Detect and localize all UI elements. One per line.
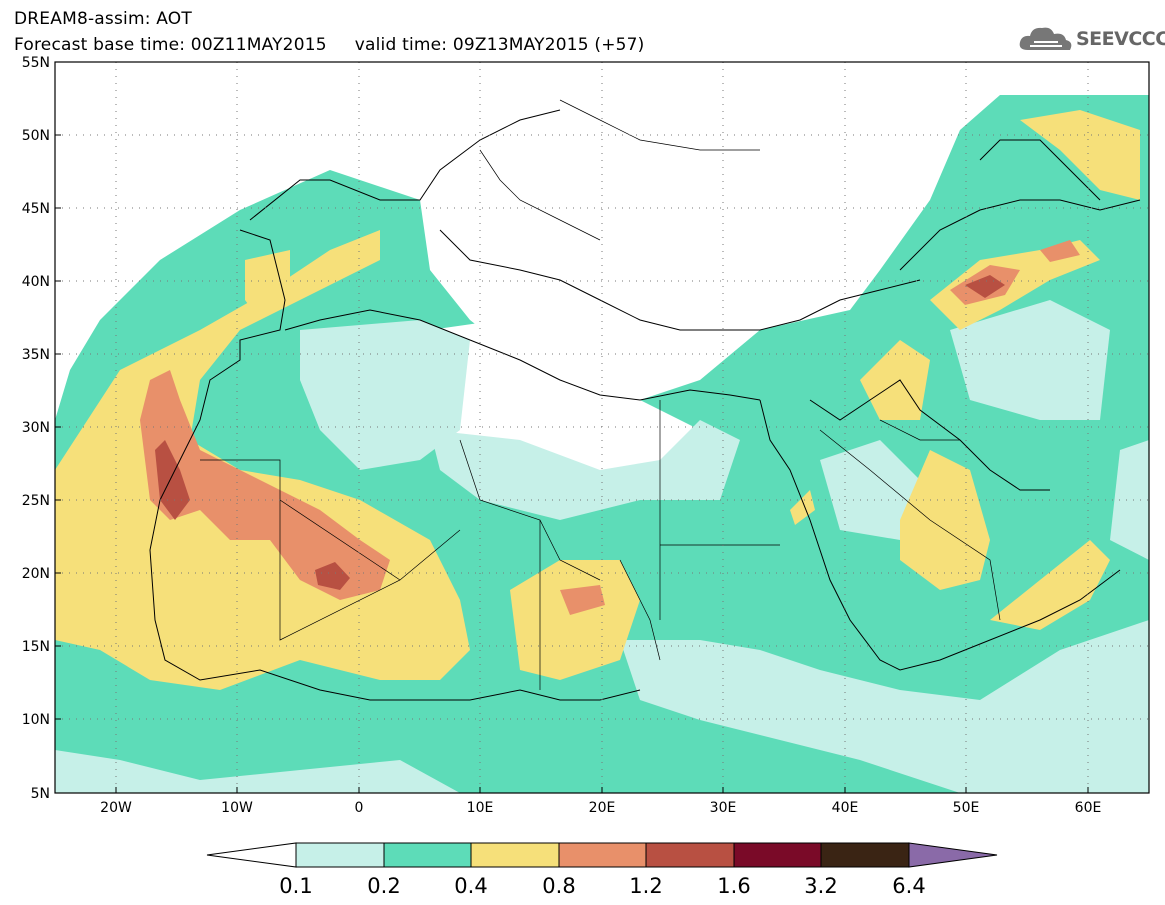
seevccc-logo: SEEVCCC <box>1018 22 1165 56</box>
lon-label: 10E <box>467 800 494 816</box>
lat-label: 20N <box>22 566 50 582</box>
colorbar: 0.1 0.2 0.4 0.8 1.2 1.6 3.2 6.4 <box>206 842 998 898</box>
lat-label: 15N <box>22 639 50 655</box>
lon-label: 30E <box>710 800 737 816</box>
lat-label: 45N <box>22 201 50 217</box>
lon-label: 10W <box>221 800 253 816</box>
lat-label: 5N <box>31 786 50 802</box>
map-title: DREAM8-assim: AOT <box>14 9 192 29</box>
lon-label: 0 <box>355 800 364 816</box>
coastlines <box>149 109 1141 701</box>
latitude-labels: 55N 50N 45N 40N 35N 30N 25N 20N 15N 10N … <box>22 55 50 802</box>
lat-label: 50N <box>22 128 50 144</box>
axis-ticks <box>55 61 1089 793</box>
lon-label: 40E <box>832 800 859 816</box>
country-borders <box>200 99 1001 690</box>
colorbar-label: 0.1 <box>279 874 312 898</box>
colorbar-label: 1.6 <box>717 874 750 898</box>
colorbar-label: 1.2 <box>629 874 662 898</box>
longitude-labels: 20W 10W 0 10E 20E 30E 40E 50E 60E <box>100 800 1101 816</box>
colorbar-label: 0.8 <box>542 874 575 898</box>
logo-text: SEEVCCC <box>1076 28 1165 50</box>
lat-lon-grid <box>55 62 1149 793</box>
colorbar-lower-arrow <box>206 842 297 868</box>
colorbar-segment <box>558 842 647 868</box>
colorbar-segment <box>470 842 560 868</box>
lon-label: 20E <box>589 800 616 816</box>
colorbar-label: 0.2 <box>367 874 400 898</box>
lat-label: 35N <box>22 347 50 363</box>
colorbar-label: 6.4 <box>892 874 925 898</box>
lat-label: 40N <box>22 274 50 290</box>
lat-label: 25N <box>22 493 50 509</box>
colorbar-segment <box>383 842 472 868</box>
lon-label: 60E <box>1075 800 1102 816</box>
forecast-time-label: Forecast base time: 00Z11MAY2015 valid t… <box>14 35 645 55</box>
lat-label: 30N <box>22 420 50 436</box>
lat-label: 55N <box>22 55 50 71</box>
colorbar-upper-arrow <box>908 842 998 868</box>
colorbar-segment <box>820 842 910 868</box>
cloud-icon <box>1019 27 1072 50</box>
lon-label: 20W <box>100 800 132 816</box>
colorbar-segment <box>295 842 385 868</box>
lat-label: 10N <box>22 712 50 728</box>
colorbar-segment <box>645 842 735 868</box>
colorbar-label: 0.4 <box>454 874 487 898</box>
lon-label: 50E <box>953 800 980 816</box>
colorbar-label: 3.2 <box>804 874 837 898</box>
colorbar-segment <box>733 842 822 868</box>
